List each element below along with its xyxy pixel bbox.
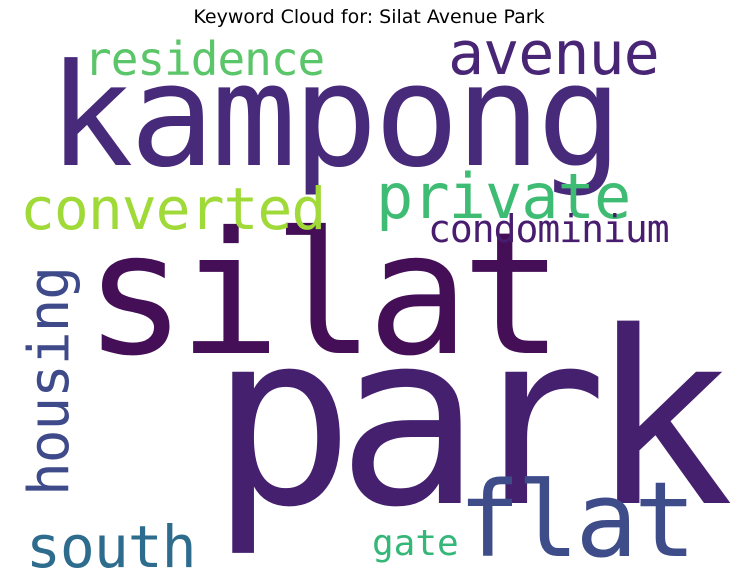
word-gate: gate (372, 523, 459, 564)
word-park: park (210, 280, 734, 560)
word-residence: residence (84, 32, 325, 86)
word-south: south (26, 513, 197, 581)
word-avenue: avenue (448, 19, 660, 89)
word-kampong: kampong (48, 34, 622, 199)
word-converted: converted (20, 175, 326, 243)
word-condominium: condominium (428, 207, 670, 251)
word-private: private (376, 160, 631, 233)
chart-title: Keyword Cloud for: Silat Avenue Park (193, 6, 545, 28)
word-flat: flat (458, 459, 696, 581)
word-housing: housing (17, 266, 82, 496)
word-silat: silat (84, 196, 564, 394)
